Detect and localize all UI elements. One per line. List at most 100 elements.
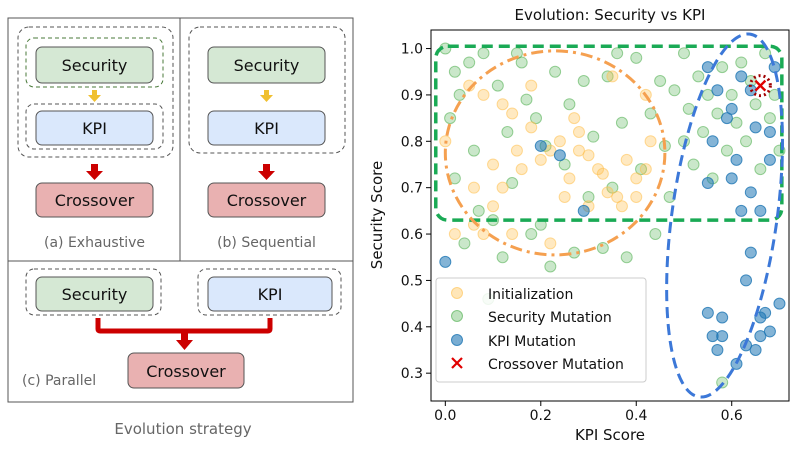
parallel-panel: [7, 260, 354, 403]
sequential-security-box: [207, 46, 326, 84]
point-security-mutation: [759, 47, 772, 60]
green-region-outline: [434, 44, 784, 222]
point-kpi-mutation: [740, 274, 753, 287]
point-kpi-mutation: [744, 186, 757, 199]
point-security-mutation: [687, 158, 700, 171]
parallel-crossover-box: [127, 352, 245, 389]
point-initialization: [506, 228, 519, 241]
point-security-mutation: [677, 47, 690, 60]
point-security-mutation: [697, 126, 710, 139]
point-initialization: [611, 190, 624, 203]
sequential-kpi-label: KPI: [254, 119, 279, 138]
point-kpi-mutation: [706, 135, 719, 148]
point-initialization: [525, 79, 538, 92]
exhaustive-security-label: Security: [62, 56, 128, 75]
strategy-title: Evolution strategy: [114, 420, 251, 438]
sequential-kpi-box: [207, 110, 326, 146]
sequential-security-label: Security: [234, 56, 300, 75]
point-kpi-mutation: [773, 297, 786, 310]
parallel-security-box: [35, 276, 154, 312]
point-security-mutation: [558, 158, 571, 171]
point-security-mutation: [544, 260, 557, 273]
point-security-mutation: [463, 56, 476, 69]
point-kpi-mutation: [577, 204, 590, 217]
scatter-chart: 0.0 0.2 0.4 0.6 0.3 0.4 0.5 0.6 0.7 0.8 0.9 1.0 Evo…: [368, 6, 790, 444]
point-security-mutation: [606, 181, 619, 194]
point-security-mutation: [568, 246, 581, 259]
point-initialization: [477, 88, 490, 101]
point-kpi-mutation: [749, 343, 762, 356]
legend-box: [435, 277, 647, 383]
point-security-mutation: [630, 51, 643, 64]
chart-title: Evolution: Security vs KPI: [515, 6, 706, 24]
point-security-mutation: [587, 130, 600, 143]
exhaustive-caption: (a) Exhaustive: [44, 235, 145, 251]
point-security-mutation: [649, 228, 662, 241]
point-security-mutation: [577, 75, 590, 88]
blue-region-outline: [665, 32, 784, 399]
point-initialization: [572, 126, 585, 139]
point-kpi-mutation: [701, 177, 714, 190]
legend-security-mutation-label: Security Mutation: [488, 310, 612, 326]
parallel-security-label: Security: [62, 285, 128, 304]
point-kpi-mutation: [763, 153, 776, 166]
point-initialization: [596, 167, 609, 180]
legend: Initialization Security Mutation KPI Mut…: [435, 277, 647, 383]
point-initialization: [592, 163, 605, 176]
point-kpi-mutation: [763, 126, 776, 139]
point-kpi-mutation: [534, 139, 547, 152]
exhaustive-kpi-dashed-box: [25, 103, 164, 150]
exhaustive-outer-dashed-box: [17, 26, 174, 158]
exhaustive-crossover-box: [35, 182, 154, 218]
point-initialization: [506, 107, 519, 120]
y-axis-label: Security Score: [368, 161, 386, 269]
point-initialization: [568, 112, 581, 125]
legend-kpi-mutation-marker: [451, 334, 463, 346]
point-kpi-mutation: [735, 70, 748, 83]
point-kpi-mutation: [754, 330, 767, 343]
point-initialization: [644, 135, 657, 148]
point-kpi-mutation: [725, 102, 738, 115]
y-tick-label: 0.7: [401, 181, 423, 197]
point-initialization: [544, 144, 557, 157]
point-initialization: [553, 135, 566, 148]
y-tick-label: 0.5: [401, 273, 423, 289]
point-security-mutation: [520, 93, 533, 106]
point-kpi-mutation: [716, 311, 729, 324]
point-security-mutation: [496, 251, 509, 264]
x-axis-label: KPI Score: [575, 426, 645, 444]
point-security-mutation: [472, 204, 485, 217]
point-kpi-mutation: [768, 61, 781, 74]
legend-initialization-marker: [451, 287, 463, 299]
crossover-highlight-circle: [748, 74, 772, 98]
y-tick-label: 1.0: [401, 42, 423, 58]
exhaustive-crossover-label: Crossover: [55, 191, 135, 210]
exhaustive-kpi-label: KPI: [82, 119, 107, 138]
sequential-crossover-label: Crossover: [227, 191, 307, 210]
point-kpi-mutation: [439, 255, 452, 268]
point-initialization: [582, 149, 595, 162]
legend-crossover-mutation-marker: [451, 357, 463, 369]
point-security-mutation: [763, 112, 776, 125]
point-initialization: [601, 186, 614, 199]
point-initialization: [620, 153, 633, 166]
y-tick-label: 0.4: [401, 320, 423, 336]
point-kpi-mutation: [744, 246, 757, 259]
exhaustive-security-dashed-box: [25, 37, 164, 88]
x-tick-label: 0.2: [530, 408, 552, 424]
parallel-security-dashed-box: [25, 268, 162, 316]
parallel-merge-connector: [95, 318, 273, 334]
point-kpi-mutation: [754, 204, 767, 217]
point-initialization: [496, 181, 509, 194]
point-kpi-mutation: [730, 153, 743, 166]
point-initialization: [563, 172, 576, 185]
point-initialization: [496, 98, 509, 111]
point-security-mutation: [458, 237, 471, 250]
point-initialization: [630, 172, 643, 185]
y-tick-label: 0.9: [401, 88, 423, 104]
sequential-yellow-arrow: [260, 90, 273, 102]
point-security-mutation: [654, 75, 667, 88]
point-security-mutation: [701, 88, 714, 101]
plot-frame: [430, 29, 790, 402]
point-kpi-mutation: [763, 325, 776, 338]
